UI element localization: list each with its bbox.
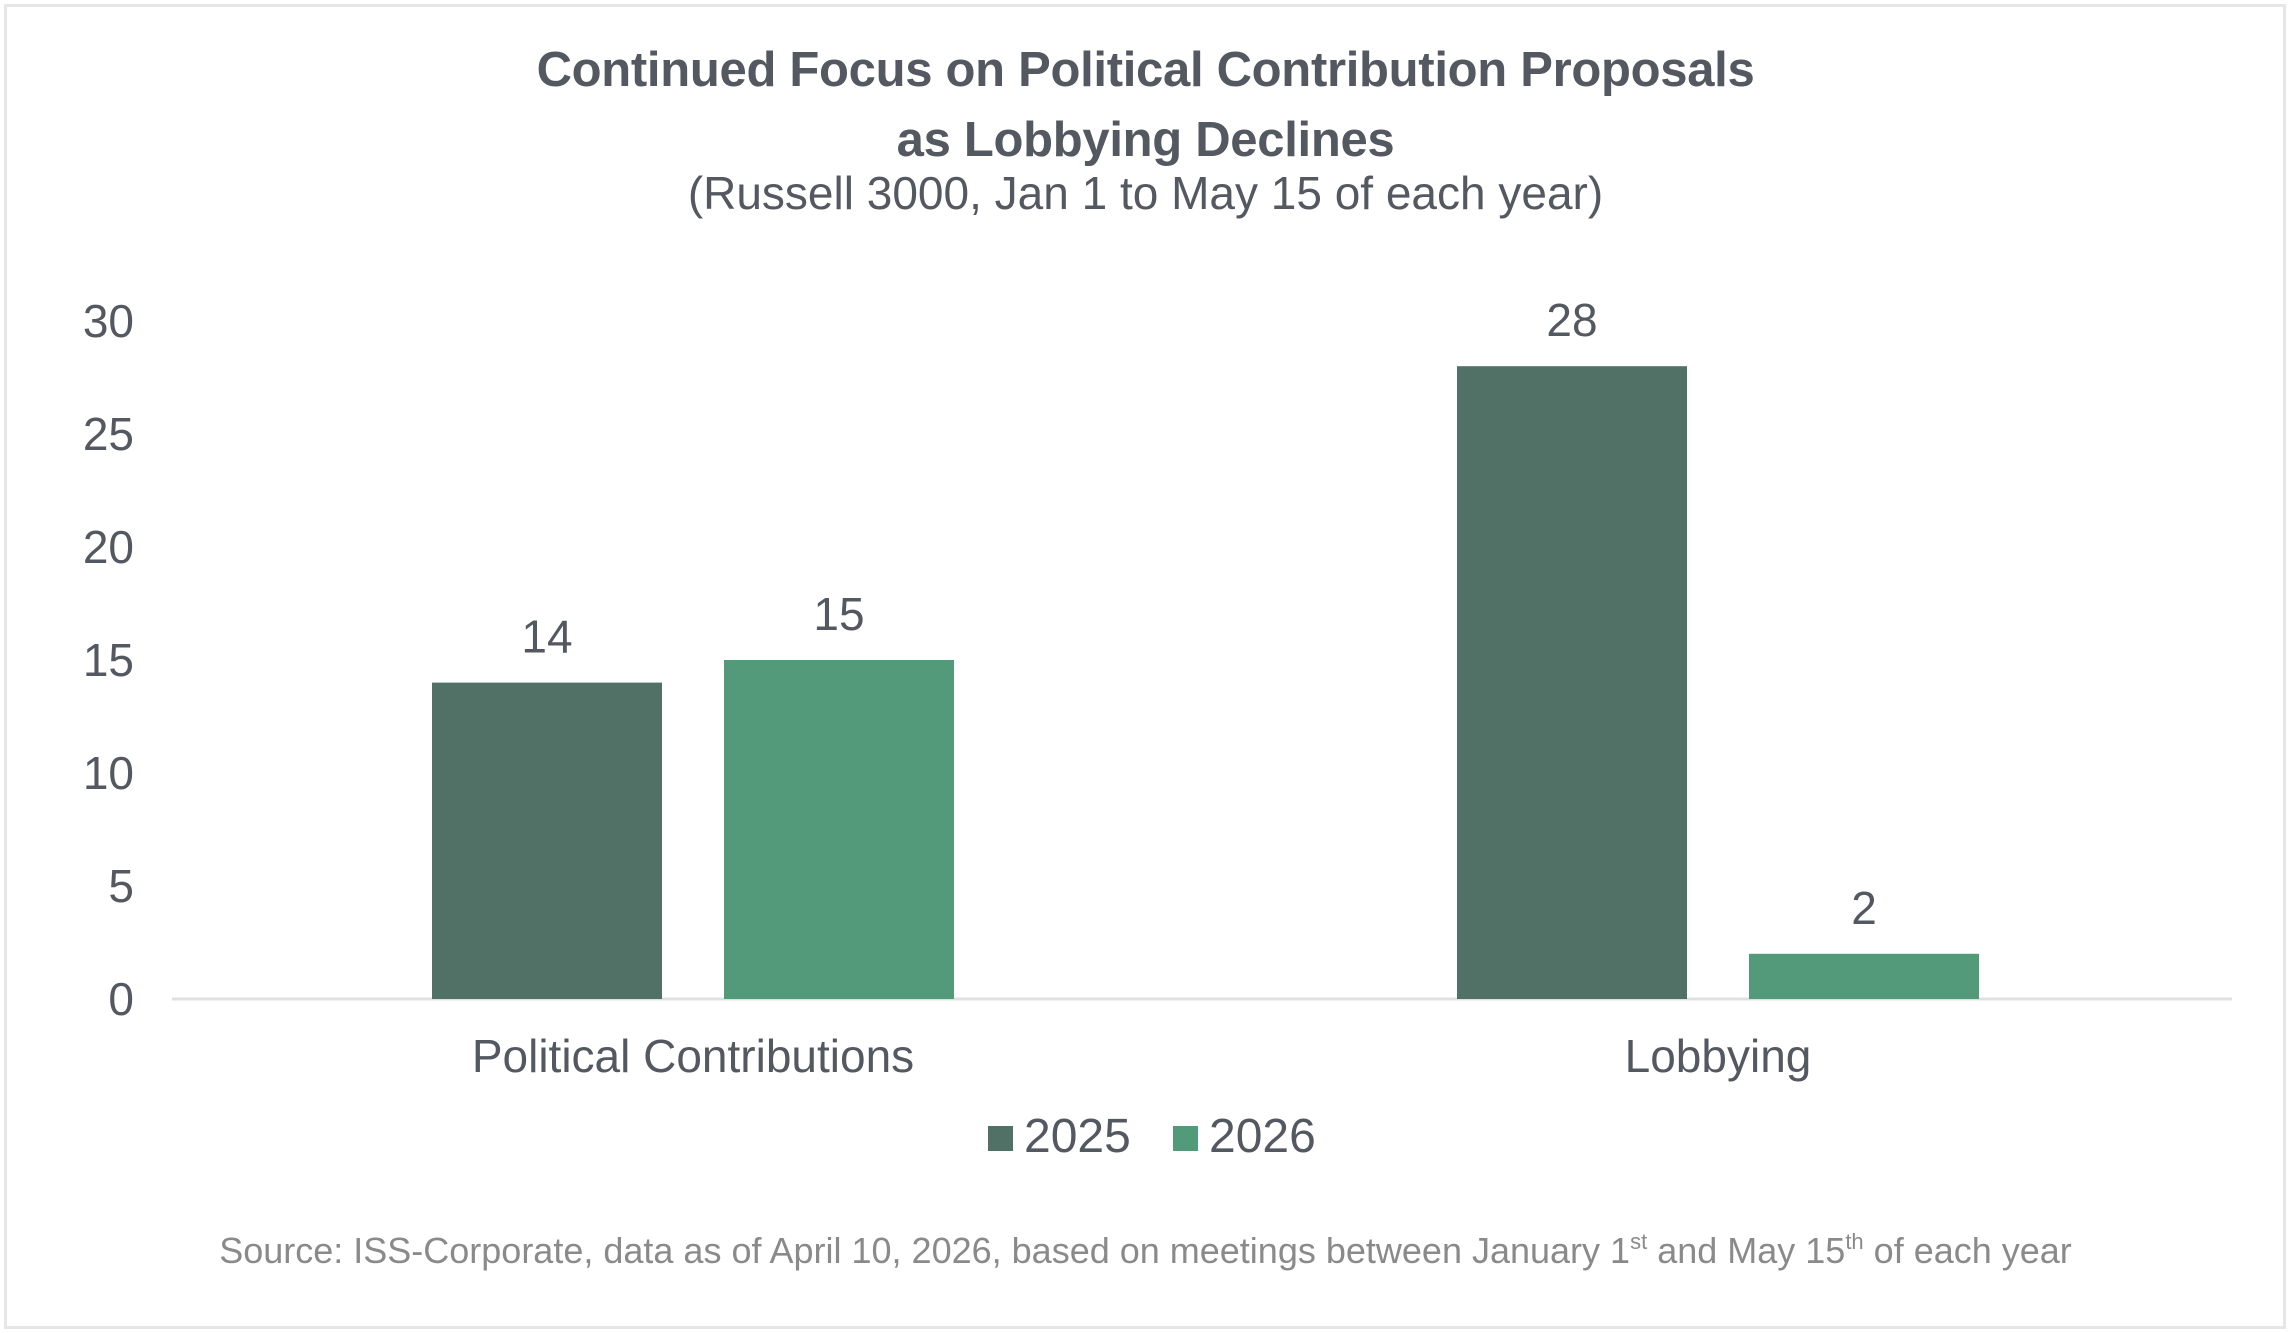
chart-subtitle: (Russell 3000, Jan 1 to May 15 of each y…: [687, 167, 1604, 219]
y-tick-label: 5: [108, 860, 134, 912]
data-label: 2: [1851, 882, 1877, 934]
legend-swatch-2025: [988, 1126, 1013, 1151]
source-middle: and May 15: [1647, 1230, 1846, 1271]
bar-2026-lobbying: [1749, 953, 1979, 999]
chart-title-line-1: Continued Focus on Political Contributio…: [536, 43, 1755, 97]
source-sup-st: st: [1630, 1229, 1648, 1254]
legend-swatch-2026: [1173, 1126, 1198, 1151]
data-label: 15: [813, 588, 864, 640]
bars: [432, 366, 1979, 999]
legend: 2025 2026: [988, 1110, 1316, 1163]
chart-title-line-2: as Lobbying Declines: [896, 113, 1395, 167]
y-tick-label: 30: [83, 295, 134, 347]
chart-frame: [4, 4, 2286, 1329]
data-label: 28: [1546, 294, 1597, 346]
x-tick-label: Political Contributions: [472, 1030, 914, 1082]
source-note: Source: ISS-Corporate, data as of April …: [0, 1228, 2291, 1274]
y-tick-label: 15: [83, 634, 134, 686]
x-tick-label: Lobbying: [1625, 1030, 1812, 1082]
x-axis: Political Contributions Lobbying: [472, 1030, 1812, 1082]
legend-label-2025: 2025: [1024, 1110, 1131, 1163]
source-suffix: of each year: [1863, 1230, 2072, 1271]
legend-label-2026: 2026: [1209, 1110, 1316, 1163]
source-sup-th: th: [1845, 1229, 1864, 1254]
y-tick-label: 10: [83, 747, 134, 799]
y-tick-label: 20: [83, 521, 134, 573]
y-axis: 0 5 10 15 20 25 30: [83, 295, 134, 1025]
y-tick-label: 25: [83, 408, 134, 460]
y-tick-label: 0: [108, 973, 134, 1025]
bar-2026-political-contributions: [724, 660, 954, 999]
bar-2025-political-contributions: [432, 682, 662, 999]
data-label: 14: [521, 611, 572, 663]
source-prefix: Source: ISS-Corporate, data as of April …: [219, 1230, 1631, 1271]
bar-2025-lobbying: [1457, 366, 1687, 999]
data-labels: 14 15 28 2: [521, 294, 1876, 934]
